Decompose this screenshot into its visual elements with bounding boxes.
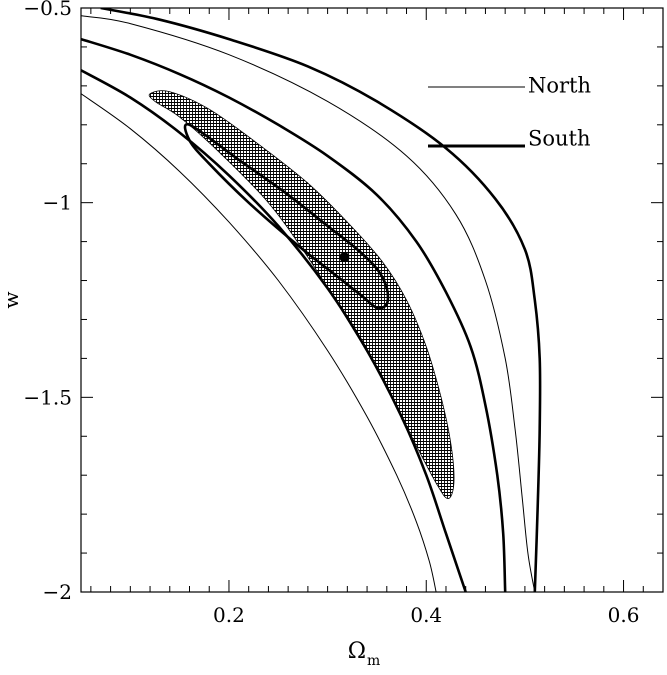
x-tick-label: 0.6	[608, 603, 640, 627]
north-inner-region	[148, 90, 455, 500]
y-tick-label: −1.5	[23, 385, 72, 409]
x-axis-label-subscript: m	[367, 653, 380, 669]
south-contour-outer-lower	[81, 69, 467, 592]
north-contour-outer-lower	[81, 93, 437, 592]
y-tick-label: −2	[43, 580, 72, 604]
legend-label-north: North	[528, 74, 591, 98]
plot-frame	[80, 7, 664, 593]
x-tick-label: 0.2	[213, 603, 245, 627]
south-contour-inner	[183, 122, 390, 310]
legend: North South	[428, 74, 591, 151]
best-fit-point	[339, 252, 350, 263]
x-tick-label: 0.4	[410, 603, 442, 627]
south-contour-outer-upper	[100, 8, 542, 592]
y-tick-label: −0.5	[23, 0, 72, 20]
x-axis-label: Ω	[348, 639, 366, 664]
y-tick-label: −1	[43, 191, 72, 215]
data-layer	[81, 8, 542, 592]
south-contour-middle	[81, 37, 507, 592]
y-axis-label: w	[0, 291, 23, 308]
legend-label-south: South	[528, 127, 591, 151]
ticks-layer: 0.2 0.4 0.6 −0.5 −1 −1.5 −2	[23, 0, 664, 627]
north-contour-outer-upper	[81, 15, 536, 592]
